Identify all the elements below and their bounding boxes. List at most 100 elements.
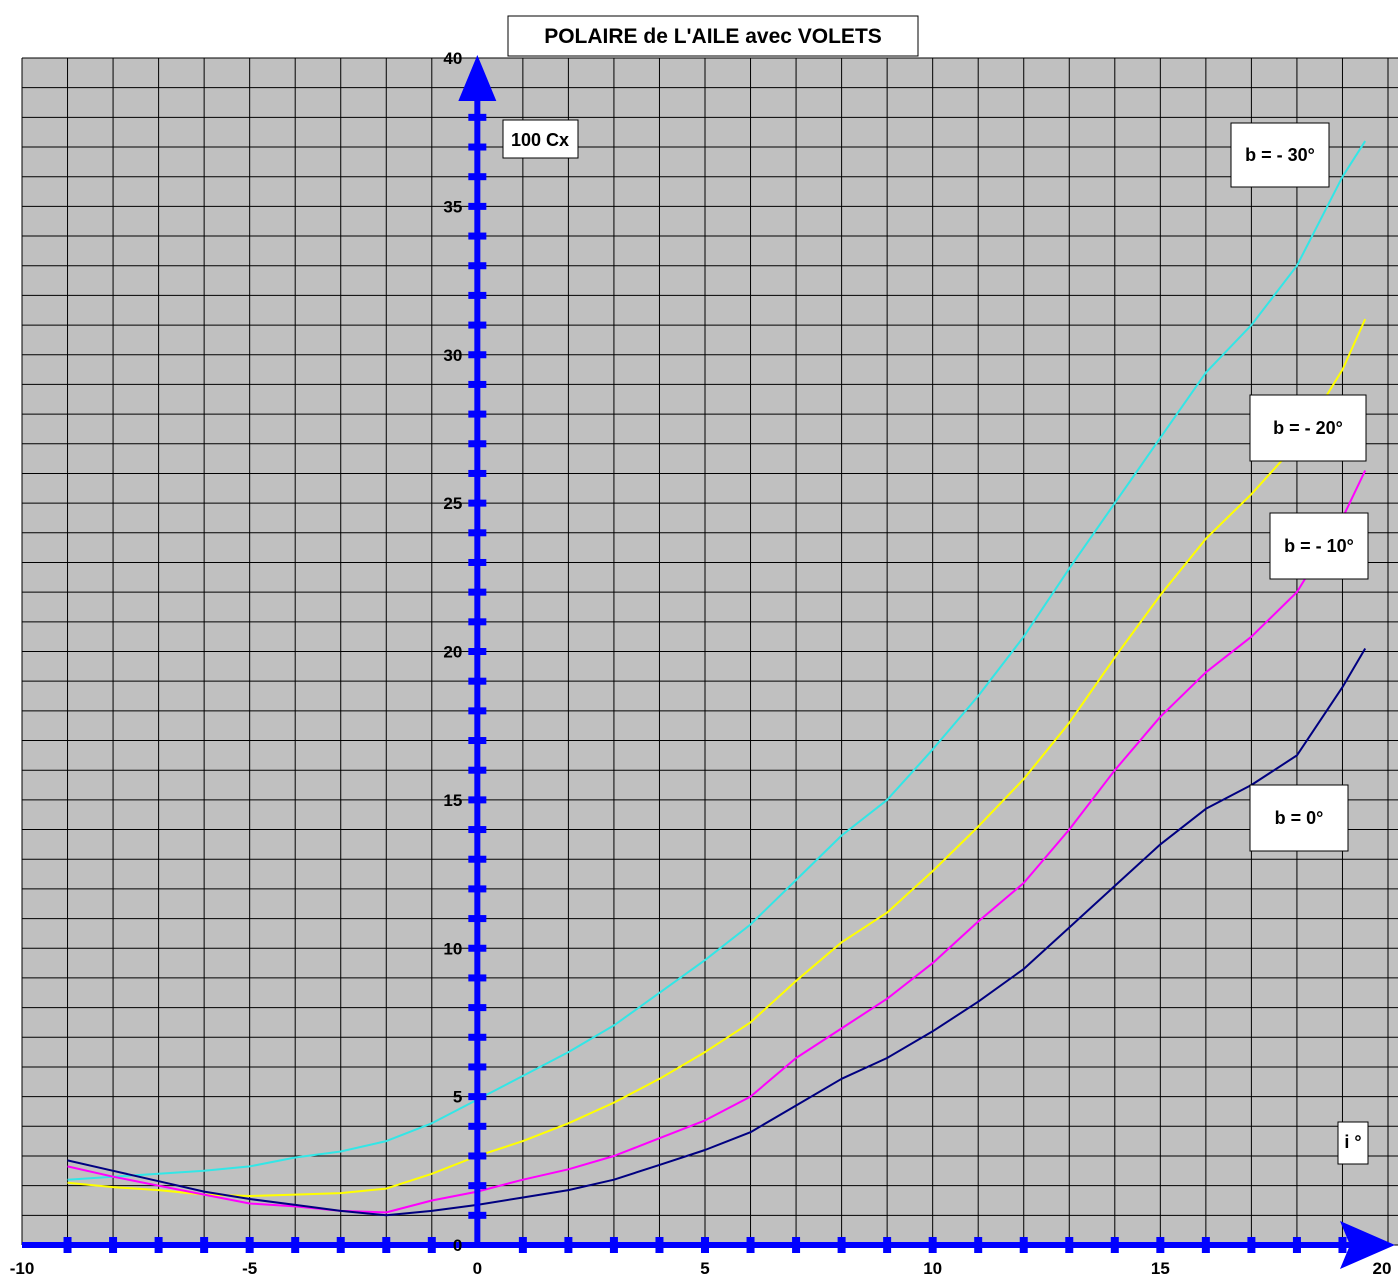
x-axis-tick <box>792 1237 801 1253</box>
x-axis-tick <box>518 1237 527 1253</box>
x-tick-label: 15 <box>1151 1259 1170 1278</box>
tick-labels: -10 -5 0 5 10 15 20 0 5 10 15 20 25 30 35 40 <box>10 49 1392 1278</box>
x-axis-tick <box>609 1237 618 1253</box>
legend-label: b = - 30° <box>1245 145 1315 165</box>
x-tick-label: -10 <box>10 1259 35 1278</box>
x-axis-tick <box>1201 1237 1210 1253</box>
x-tick-label: -5 <box>242 1259 257 1278</box>
y-axis-tick <box>468 1033 487 1041</box>
y-axis-tick <box>468 766 487 774</box>
x-tick-label: 0 <box>473 1259 482 1278</box>
series-line <box>67 140 1367 1181</box>
series-line <box>67 470 1367 1214</box>
y-axis-tick <box>468 1182 487 1190</box>
y-axis-tick <box>468 826 487 834</box>
y-axis-tick <box>468 1063 487 1071</box>
x-tick-label: 20 <box>1373 1259 1392 1278</box>
x-axis-tick <box>200 1237 209 1253</box>
chart-title: POLAIRE de L'AILE avec VOLETS <box>544 25 882 48</box>
x-axis-label-box: i ° <box>1337 1121 1369 1165</box>
x-axis-tick <box>883 1237 892 1253</box>
legend-label: b = - 10° <box>1284 536 1354 556</box>
legend-box-b-minus-30: b = - 30° <box>1230 122 1330 188</box>
y-tick-label: 20 <box>443 643 462 662</box>
y-axis-tick <box>468 380 487 388</box>
x-axis-tick <box>109 1237 118 1253</box>
x-axis-tick <box>701 1237 709 1253</box>
y-tick-label: 30 <box>443 346 462 365</box>
chart-title-box: POLAIRE de L'AILE avec VOLETS <box>507 15 919 57</box>
x-axis-tick <box>1338 1237 1347 1253</box>
y-tick-label: 25 <box>443 494 462 513</box>
legend-box-b-minus-20: b = - 20° <box>1249 394 1367 462</box>
y-axis-tick <box>468 351 487 359</box>
series-line <box>67 647 1367 1217</box>
x-tick-label: 5 <box>700 1259 709 1278</box>
y-axis-tick <box>468 202 487 210</box>
y-axis-tick <box>468 410 487 418</box>
y-axis-tick <box>468 707 487 715</box>
x-axis-tick <box>245 1237 254 1253</box>
y-axis-tick <box>468 499 487 507</box>
x-axis-label: i ° <box>1344 1132 1361 1152</box>
grid-lines <box>21 57 1398 1246</box>
y-tick-label: 35 <box>443 197 462 216</box>
y-axis-tick <box>468 737 487 745</box>
x-axis-tick <box>928 1237 937 1253</box>
y-axis-tick <box>468 321 487 329</box>
x-axis-tick <box>291 1237 300 1253</box>
x-axis-tick <box>837 1237 846 1253</box>
series-lines <box>67 140 1367 1217</box>
y-axis-tick <box>468 648 487 655</box>
y-axis-tick <box>468 677 487 685</box>
y-tick-label: 0 <box>453 1236 462 1255</box>
x-tick-label: 10 <box>923 1259 942 1278</box>
y-axis-tick <box>468 618 487 626</box>
x-axis-tick <box>655 1237 664 1253</box>
legend-label: b = 0° <box>1275 808 1324 828</box>
y-axis-tick <box>468 1004 487 1012</box>
y-tick-label: 40 <box>443 49 462 68</box>
y-axis-tick <box>468 440 487 448</box>
y-axis-tick <box>468 1211 487 1219</box>
x-axis-tick <box>1110 1237 1119 1253</box>
y-axis-label-box: 100 Cx <box>502 119 579 159</box>
x-axis-tick <box>1247 1237 1256 1253</box>
y-axis-tick <box>468 558 487 566</box>
y-axis-label: 100 Cx <box>511 130 569 150</box>
y-axis-tick <box>468 1093 487 1101</box>
x-axis-tick <box>1065 1237 1074 1253</box>
legend-box-b-minus-10: b = - 10° <box>1269 512 1369 580</box>
x-axis-arrowhead <box>1340 1221 1395 1269</box>
y-tick-label: 15 <box>443 791 462 810</box>
y-tick-label: 10 <box>443 939 462 958</box>
x-axis-tick <box>1292 1237 1301 1253</box>
x-axis-tick <box>63 1237 72 1253</box>
y-axis-tick <box>468 944 487 952</box>
y-axis-tick <box>468 291 487 299</box>
y-axis-tick <box>468 173 487 181</box>
y-axis-tick <box>468 974 487 982</box>
x-axis-tick <box>336 1237 345 1253</box>
y-axis-tick <box>468 84 487 92</box>
x-axis-tick <box>1156 1237 1165 1253</box>
x-axis-tick <box>427 1237 436 1253</box>
y-axis-tick <box>468 1152 487 1160</box>
y-axis-tick <box>468 1122 487 1130</box>
x-axis-tick <box>746 1237 755 1253</box>
legend-box-b-0: b = 0° <box>1249 784 1349 852</box>
y-axis-tick <box>468 915 487 923</box>
y-axis-tick <box>468 262 487 270</box>
y-axis-tick <box>468 855 487 863</box>
x-axis-tick <box>1019 1237 1028 1253</box>
y-axis-tick <box>468 113 487 121</box>
y-axis-tick <box>468 529 487 537</box>
y-axis-tick <box>468 796 487 804</box>
y-tick-label: 5 <box>453 1088 462 1107</box>
series-line <box>67 318 1367 1197</box>
y-axis-tick <box>468 885 487 893</box>
x-axis-tick <box>382 1237 391 1253</box>
y-axis-tick <box>468 143 487 151</box>
axes <box>22 55 1395 1269</box>
